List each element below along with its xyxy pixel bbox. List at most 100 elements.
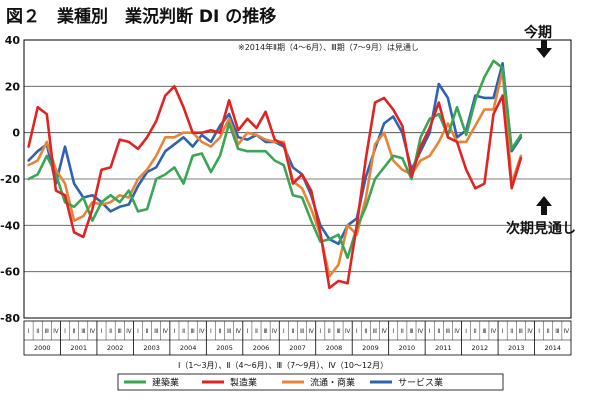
quarter-tick-label: Ⅱ [328,328,331,335]
quarter-tick-label: Ⅰ [538,328,540,335]
year-tick-label: 2014 [544,344,561,352]
quarter-tick-label: Ⅲ [519,328,523,335]
quarter-tick-label: Ⅲ [555,328,559,335]
series-lines [27,59,523,290]
quarter-tick-label: Ⅱ [255,328,258,335]
quarter-tick-label: Ⅰ [283,328,285,335]
quarter-tick-label: Ⅱ [146,328,149,335]
year-tick-label: 2001 [70,344,87,352]
annotation-current-period: 今期 [523,24,552,41]
quarter-tick-label: Ⅱ [182,328,185,335]
series-line-4 [27,61,523,246]
quarter-tick-label: Ⅰ [502,328,504,335]
quarter-tick-label: Ⅳ [491,328,497,335]
quarter-tick-label: Ⅳ [53,328,59,335]
quarter-tick-label: Ⅳ [345,328,351,335]
quarter-tick-label: Ⅱ [474,328,477,335]
quarter-tick-label: Ⅲ [227,328,231,335]
quarter-tick-label: Ⅰ [210,328,212,335]
chart-title: 図２ 業種別 業況判断 DI の推移 [6,6,276,27]
legend-label: サービス業 [398,377,443,389]
year-tick-label: 2012 [472,344,489,352]
annotation-next-forecast: 次期見通し [506,220,576,237]
up-arrow-icon [536,196,552,215]
quarter-tick-label: Ⅱ [36,328,39,335]
quarter-tick-label: Ⅲ [81,328,85,335]
quarter-tick-label: Ⅳ [308,328,314,335]
legend-label: 建築業 [152,377,179,389]
year-tick-label: 2006 [253,344,270,352]
y-tick-label: 40 [5,34,21,47]
y-tick-label: 20 [5,80,21,93]
year-tick-label: 2003 [143,344,160,352]
year-tick-label: 2007 [289,344,306,352]
quarter-tick-label: Ⅰ [137,328,139,335]
series-line-3 [27,68,523,278]
quarter-tick-label: Ⅳ [163,328,169,335]
quarter-tick-label: Ⅲ [409,328,413,335]
quarter-tick-label: Ⅳ [90,328,96,335]
y-tick-label: -60 [0,266,20,279]
legend-box [117,373,504,391]
quarter-tick-label: Ⅱ [510,328,513,335]
year-tick-label: 2005 [216,344,233,352]
quarter-tick-label: Ⅲ [154,328,158,335]
legend-label: 製造業 [230,377,257,389]
legend-label: 流通・商業 [310,377,355,389]
year-tick-label: 2000 [34,344,51,352]
quarter-tick-label: Ⅲ [45,328,49,335]
quarter-tick-label: Ⅱ [401,328,404,335]
quarter-tick-label: Ⅳ [527,328,533,335]
quarter-tick-label: Ⅰ [429,328,431,335]
year-tick-label: 2009 [362,344,379,352]
quarter-tick-label: Ⅱ [291,328,294,335]
series-line-1 [27,59,523,260]
quarter-tick-label: Ⅲ [300,328,304,335]
quarter-tick-label: Ⅱ [364,328,367,335]
series-line-2 [27,85,523,290]
quarter-tick-label: Ⅰ [246,328,248,335]
quarter-tick-label: Ⅰ [28,328,30,335]
quarter-tick-label: Ⅲ [336,328,340,335]
chart-note: ※2014年Ⅱ期（4〜6月）、Ⅲ期（7〜9月）は見通し [238,42,419,52]
quarter-tick-label: Ⅲ [191,328,195,335]
quarter-tick-label: Ⅳ [199,328,205,335]
quarter-tick-label: Ⅰ [319,328,321,335]
quarter-tick-label: Ⅳ [381,328,387,335]
quarter-tick-label: Ⅳ [564,328,570,335]
year-tick-label: 2011 [435,344,452,352]
quarter-tick-label: Ⅰ [356,328,358,335]
year-tick-label: 2010 [399,344,416,352]
quarter-tick-label: Ⅳ [272,328,278,335]
quarter-tick-label: Ⅲ [446,328,450,335]
legend[interactable]: 建築業 製造業 流通・商業 サービス業 [117,373,504,391]
y-tick-label: -80 [0,312,20,325]
quarter-tick-label: Ⅲ [118,328,122,335]
year-tick-label: 2002 [107,344,124,352]
quarter-tick-label: Ⅱ [547,328,550,335]
quarter-tick-label: Ⅳ [454,328,460,335]
quarter-tick-label: Ⅲ [482,328,486,335]
quarter-caption: Ⅰ（1〜3月）、Ⅱ（4〜6月）、Ⅲ（7〜9月）、Ⅳ（10〜12月） [178,361,388,370]
y-tick-label: 0 [12,127,20,140]
quarter-tick-label: Ⅱ [73,328,76,335]
quarter-tick-label: Ⅰ [64,328,66,335]
quarter-tick-label: Ⅳ [418,328,424,335]
plot-frame [23,39,572,319]
quarter-tick-label: Ⅳ [235,328,241,335]
quarter-tick-label: Ⅱ [219,328,222,335]
quarter-tick-label: Ⅲ [373,328,377,335]
quarter-tick-label: Ⅳ [126,328,132,335]
quarter-tick-label: Ⅰ [392,328,394,335]
y-axis-ticks: 40 20 0 -20 -40 -60 -80 [0,34,20,325]
year-tick-label: 2004 [180,344,197,352]
quarter-tick-label: Ⅰ [174,328,176,335]
quarter-tick-label: Ⅱ [437,328,440,335]
year-tick-label: 2013 [508,344,525,352]
y-tick-label: -20 [0,173,20,186]
quarter-tick-label: Ⅱ [109,328,112,335]
quarter-tick-label: Ⅰ [465,328,467,335]
year-tick-label: 2008 [326,344,343,352]
